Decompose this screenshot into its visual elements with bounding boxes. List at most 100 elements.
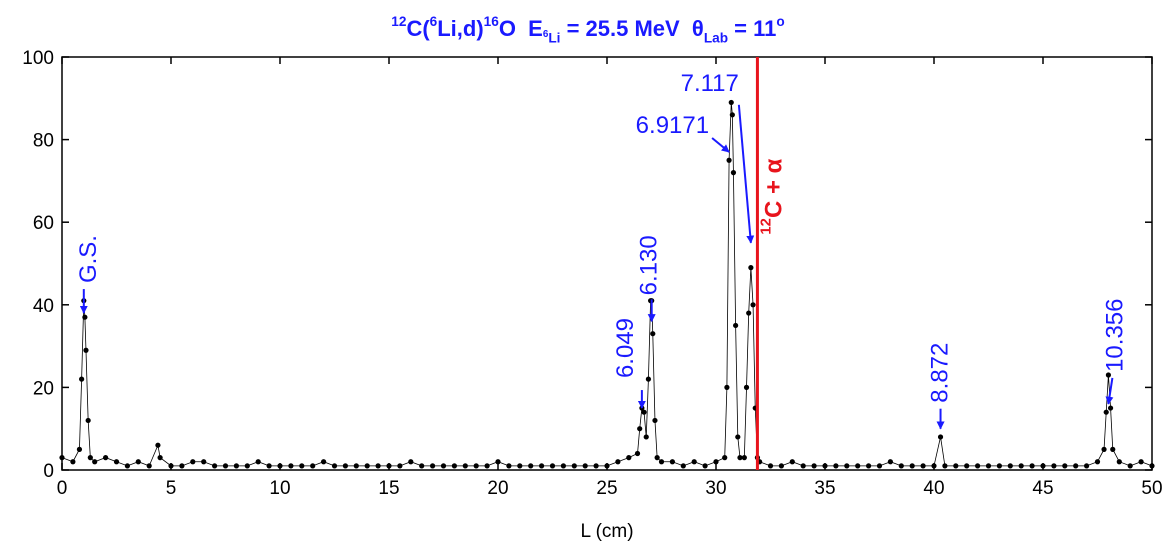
data-point [82, 314, 88, 320]
data-point [1007, 463, 1013, 469]
x-tick-label: 35 [814, 478, 835, 499]
data-point [996, 463, 1003, 469]
data-point [83, 347, 89, 353]
annotation-label: 7.117 [681, 70, 739, 97]
annotation-label: 6.9171 [636, 112, 709, 139]
data-point [778, 463, 785, 469]
data-point [190, 459, 196, 465]
annotation-label: G.S. [75, 235, 102, 283]
data-point [975, 463, 981, 469]
data-point [750, 302, 756, 308]
x-axis-label: L (cm) [580, 521, 633, 542]
data-point [748, 265, 754, 271]
data-point [353, 463, 359, 469]
x-tick-label: 30 [705, 478, 726, 499]
data-point [713, 459, 719, 465]
data-point [626, 455, 632, 461]
data-point [244, 463, 250, 469]
data-point [92, 459, 98, 465]
data-point [364, 463, 370, 469]
title-part: 12 [391, 14, 407, 29]
data-point [1116, 459, 1122, 465]
data-point [1029, 463, 1035, 469]
data-point [866, 463, 872, 469]
data-point [397, 463, 403, 469]
x-tick-label: 25 [596, 478, 617, 499]
data-point [702, 463, 708, 469]
data-point [658, 459, 665, 465]
data-point [942, 463, 948, 469]
data-point [691, 459, 697, 465]
data-point [85, 417, 91, 424]
title-part: C( [406, 16, 430, 41]
data-line [61, 102, 1153, 467]
data-point [539, 463, 545, 469]
data-point [920, 463, 926, 469]
data-point [1107, 405, 1114, 411]
x-tick-label: 20 [487, 478, 508, 499]
data-point [844, 463, 850, 469]
data-point [430, 463, 436, 469]
data-point [937, 434, 944, 440]
data-point [811, 463, 817, 469]
data-point [641, 409, 647, 415]
data-point [737, 455, 743, 461]
data-point [735, 434, 741, 440]
y-tick-label: 100 [22, 48, 54, 69]
annotation-arrow [737, 104, 755, 244]
y-tick-label: 60 [33, 213, 54, 234]
title-part: Li [548, 31, 560, 46]
data-point [728, 99, 734, 106]
data-point [1101, 446, 1107, 452]
data-point [604, 463, 610, 469]
data-point [855, 463, 861, 469]
annotation-label: 10.356 [1101, 299, 1128, 372]
data-point [233, 463, 239, 469]
data-point [528, 463, 534, 469]
data-point [135, 459, 141, 465]
title-part: 6 [543, 29, 549, 40]
data-point [985, 463, 992, 469]
data-point [495, 459, 501, 465]
data-point [310, 463, 316, 469]
data-point [726, 157, 732, 163]
annotation-arrow [1105, 377, 1114, 405]
data-point [822, 463, 828, 469]
data-point [722, 455, 728, 461]
data-point [155, 442, 161, 448]
data-point [634, 450, 641, 457]
data-point [79, 376, 85, 382]
data-point [615, 459, 621, 465]
data-point [157, 455, 163, 461]
x-tick-label: 5 [166, 478, 177, 499]
data-point [1094, 459, 1101, 465]
data-point [440, 463, 447, 469]
data-point [1105, 372, 1111, 378]
title-part: 6 [430, 14, 438, 29]
annotation-label: 8.872 [927, 343, 954, 403]
data-point [124, 463, 130, 469]
data-point [724, 384, 730, 390]
data-point [593, 463, 599, 469]
data-point [517, 463, 523, 469]
data-point [168, 463, 174, 469]
data-point [560, 463, 567, 469]
data-point [1084, 463, 1090, 469]
data-point [386, 463, 392, 469]
annotation-label: 6.130 [636, 235, 663, 295]
data-point [1149, 463, 1155, 469]
data-point [1051, 463, 1057, 469]
title-part: Lab [704, 31, 728, 46]
data-point [76, 446, 83, 452]
y-tick-label: 0 [43, 461, 54, 482]
data-point [288, 463, 294, 469]
data-point [212, 463, 218, 469]
data-point [1040, 463, 1046, 469]
x-tick-label: 50 [1141, 478, 1162, 499]
title-part: o [776, 14, 784, 29]
data-point [680, 463, 686, 469]
title-part: = 25.5 MeV θ [560, 16, 703, 41]
data-point [255, 459, 261, 465]
data-point [898, 463, 904, 469]
